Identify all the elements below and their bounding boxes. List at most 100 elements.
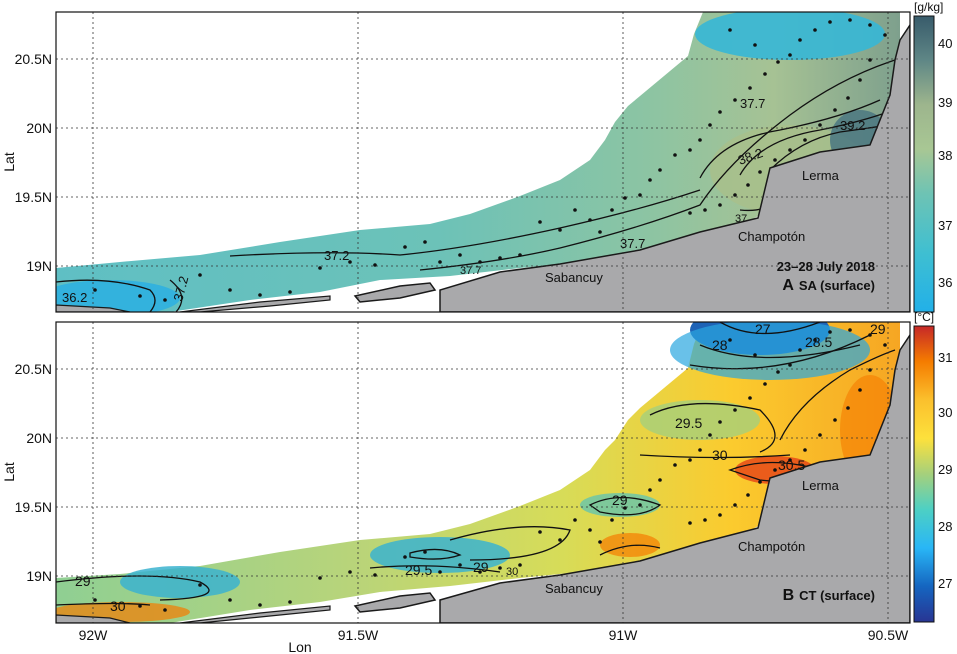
- panel-b-variable: CT (surface): [799, 588, 875, 603]
- station-dot: [748, 86, 752, 90]
- station-dot: [788, 363, 792, 367]
- panel-a-fresh-patch-west: [56, 280, 180, 312]
- panel-b-coast-spit: [179, 605, 331, 623]
- panel-b-contours: [56, 322, 896, 606]
- colorbar-tick-label: 28: [938, 519, 952, 534]
- station-dot: [258, 293, 262, 297]
- contour-label: 37.2: [324, 248, 349, 263]
- lat-tick-label: 19N: [26, 568, 52, 584]
- station-dot: [610, 518, 614, 522]
- station-dot: [288, 600, 292, 604]
- station-dot: [698, 138, 702, 142]
- station-dot: [753, 353, 757, 357]
- station-dot: [638, 503, 642, 507]
- station-dot: [818, 433, 822, 437]
- station-dot: [423, 240, 427, 244]
- colorbar-tick-label: 39: [938, 95, 952, 110]
- panel-b-cool-band: [640, 400, 760, 440]
- panel-b-frame: [55, 321, 911, 624]
- station-dot: [598, 230, 602, 234]
- contour-label: 29.5: [675, 415, 702, 431]
- contour-label: 29: [75, 573, 91, 589]
- contour-label: 37.7: [740, 96, 765, 111]
- station-dot: [883, 343, 887, 347]
- contour-label: 37.7: [460, 265, 481, 277]
- place-label-sabancuy: Sabancuy: [545, 581, 603, 596]
- colorbar-tick-label: 31: [938, 350, 952, 365]
- station-dot: [673, 153, 677, 157]
- place-label-lerma: Lerma: [802, 168, 840, 183]
- panel-a-stations: [93, 8, 887, 302]
- contour-label: 30: [506, 566, 518, 578]
- panel-b-coast-island: [353, 592, 437, 613]
- station-dot: [610, 208, 614, 212]
- contour-label: 29.5: [405, 562, 432, 578]
- station-dot: [858, 78, 862, 82]
- station-dot: [788, 458, 792, 462]
- station-dot: [458, 253, 462, 257]
- station-dot: [588, 528, 592, 532]
- station-dot: [498, 566, 502, 570]
- colorbar-tick-label: 29: [938, 462, 952, 477]
- station-dot: [93, 288, 97, 292]
- lon-tick-label: 92W: [79, 627, 109, 643]
- y-axis-ticks-a: 19N 19.5N 20N 20.5N: [15, 51, 52, 274]
- station-dot: [658, 168, 662, 172]
- station-dot: [318, 266, 322, 270]
- station-dot: [763, 318, 767, 322]
- station-dot: [746, 183, 750, 187]
- panel-a-title: A SA (surface): [782, 277, 875, 294]
- station-dot: [163, 298, 167, 302]
- station-dot: [403, 555, 407, 559]
- station-dot: [773, 158, 777, 162]
- contour-label: 28.5: [805, 334, 832, 350]
- station-dot: [538, 220, 542, 224]
- station-dot: [478, 260, 482, 264]
- y-axis-label-a: Lat: [1, 152, 17, 172]
- station-dot: [558, 538, 562, 542]
- panel-a: 36.2 37.2 37.2 37.7 37.7 37.7 38.2 39.2 …: [56, 8, 910, 312]
- station-dot: [648, 178, 652, 182]
- station-dot: [788, 148, 792, 152]
- station-dot: [788, 53, 792, 57]
- colorbar-temperature: [°C] 27 28 29 30 31: [913, 310, 952, 623]
- station-dot: [803, 448, 807, 452]
- lat-tick-label: 20N: [26, 120, 52, 136]
- panel-a-grid: [56, 12, 910, 312]
- station-dot: [518, 563, 522, 567]
- contour-label: 37.2: [170, 274, 191, 302]
- station-dot: [776, 370, 780, 374]
- station-dot: [733, 193, 737, 197]
- station-dot: [288, 290, 292, 294]
- station-dot: [728, 28, 732, 32]
- station-dot: [198, 583, 202, 587]
- x-axis-label: Lon: [288, 639, 311, 654]
- contour-label: 29: [612, 492, 628, 508]
- station-dot: [813, 338, 817, 342]
- station-dot: [763, 8, 767, 12]
- station-dot: [803, 138, 807, 142]
- colorbar-tick-label: 27: [938, 576, 952, 591]
- contour-label: 37: [735, 213, 747, 225]
- station-dot: [138, 294, 142, 298]
- station-dot: [318, 576, 322, 580]
- station-dot: [423, 550, 427, 554]
- station-dot: [688, 521, 692, 525]
- station-dot: [728, 338, 732, 342]
- place-label-champoton: Champotón: [738, 229, 805, 244]
- contour-label: 29: [870, 321, 886, 337]
- station-dot: [718, 203, 722, 207]
- station-dot: [93, 598, 97, 602]
- station-dot: [373, 263, 377, 267]
- colorbar-salinity: [g/kg] 36 37 38 39 40: [913, 0, 952, 313]
- station-dot: [833, 108, 837, 112]
- colorbar-salinity-unit: [g/kg]: [914, 0, 943, 14]
- station-dot: [733, 408, 737, 412]
- panel-a-fresh-patch-north: [695, 12, 885, 60]
- station-dot: [858, 388, 862, 392]
- station-dot: [733, 98, 737, 102]
- place-label-champoton: Champotón: [738, 539, 805, 554]
- station-dot: [703, 208, 707, 212]
- station-dot: [708, 123, 712, 127]
- panel-a-variable: SA (surface): [799, 278, 875, 293]
